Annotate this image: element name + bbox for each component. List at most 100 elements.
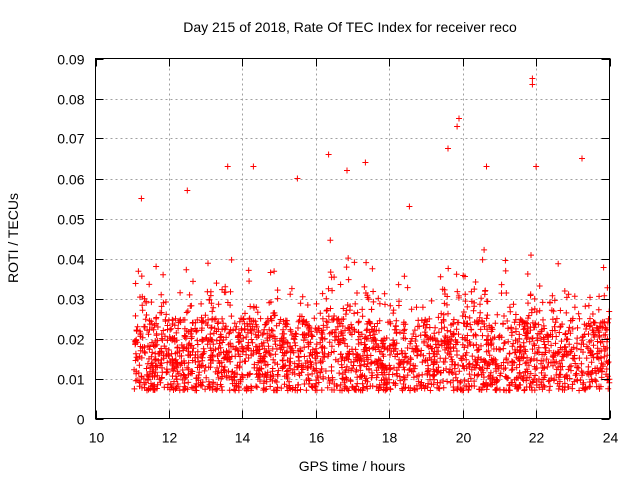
data-point — [438, 319, 445, 326]
data-point — [456, 115, 462, 122]
data-point — [545, 378, 552, 385]
data-point — [134, 323, 141, 330]
data-point — [578, 341, 585, 348]
data-point — [564, 335, 570, 342]
data-point — [376, 317, 383, 324]
data-point — [528, 252, 534, 259]
data-point — [239, 371, 245, 378]
data-point — [363, 259, 370, 266]
data-point — [529, 346, 536, 353]
data-point — [198, 362, 205, 369]
data-point — [314, 350, 321, 357]
data-point — [585, 363, 592, 370]
data-point — [404, 359, 410, 366]
data-point — [164, 322, 171, 329]
data-point — [496, 346, 502, 353]
data-point — [579, 372, 585, 379]
data-point — [215, 301, 222, 308]
data-point — [353, 383, 360, 390]
data-point — [410, 374, 417, 381]
data-point — [139, 302, 146, 309]
data-point — [471, 378, 478, 385]
data-point — [209, 386, 216, 393]
data-point — [468, 298, 475, 305]
data-point — [353, 366, 360, 373]
data-point — [316, 325, 323, 332]
data-point — [203, 334, 210, 341]
data-point — [262, 349, 269, 356]
data-point — [149, 349, 156, 356]
data-point — [206, 296, 213, 303]
data-point — [561, 387, 568, 393]
data-point — [525, 312, 532, 319]
data-point — [148, 299, 155, 306]
data-point — [450, 321, 457, 327]
data-point — [169, 335, 176, 342]
data-point — [340, 305, 347, 312]
data-point — [267, 383, 274, 390]
y-tick-label: 0.09 — [57, 52, 84, 68]
data-point — [214, 364, 221, 371]
data-point — [138, 195, 145, 202]
data-point — [460, 387, 467, 394]
data-point — [578, 360, 585, 367]
data-point — [162, 333, 168, 340]
data-point — [313, 341, 320, 348]
data-point — [380, 353, 387, 360]
data-point — [457, 355, 464, 362]
data-point — [372, 337, 379, 344]
data-point — [605, 359, 612, 365]
data-point — [571, 293, 578, 300]
data-point — [501, 339, 508, 346]
data-point — [148, 380, 154, 387]
data-point — [135, 268, 142, 275]
data-point — [487, 369, 494, 376]
data-point — [538, 357, 545, 364]
data-point — [473, 341, 480, 348]
data-point — [502, 267, 509, 274]
data-point — [184, 308, 191, 315]
data-point — [158, 335, 165, 342]
data-point — [387, 386, 394, 393]
data-point — [337, 351, 344, 358]
data-point — [463, 365, 470, 372]
x-tick-label: 14 — [235, 430, 251, 446]
data-point — [440, 384, 447, 391]
data-point — [353, 351, 360, 358]
data-point — [464, 303, 471, 310]
data-point — [153, 263, 160, 270]
data-point — [292, 333, 299, 340]
data-point — [525, 300, 531, 307]
data-point — [236, 318, 243, 325]
data-point — [204, 322, 211, 329]
data-point — [373, 327, 380, 334]
data-point — [547, 299, 553, 306]
data-point — [431, 330, 438, 337]
data-point — [247, 326, 254, 333]
data-point — [538, 328, 545, 335]
data-point — [425, 336, 432, 343]
data-point — [158, 360, 164, 366]
data-point — [483, 298, 490, 305]
data-point — [175, 319, 182, 326]
data-point — [575, 364, 582, 371]
data-point — [387, 302, 394, 309]
data-point — [532, 372, 539, 379]
data-point — [333, 382, 340, 389]
data-point — [593, 370, 600, 377]
data-point — [461, 320, 468, 327]
data-point — [526, 338, 533, 345]
data-point — [328, 343, 335, 350]
data-point — [483, 348, 490, 355]
data-point — [386, 362, 393, 369]
data-point — [199, 336, 206, 343]
data-point — [475, 346, 482, 353]
data-point — [510, 340, 517, 347]
data-point — [189, 370, 195, 377]
data-point — [152, 369, 159, 376]
data-point — [207, 288, 214, 295]
data-point — [409, 335, 415, 342]
data-point — [588, 376, 595, 383]
data-point — [323, 307, 330, 314]
data-point — [208, 347, 215, 354]
